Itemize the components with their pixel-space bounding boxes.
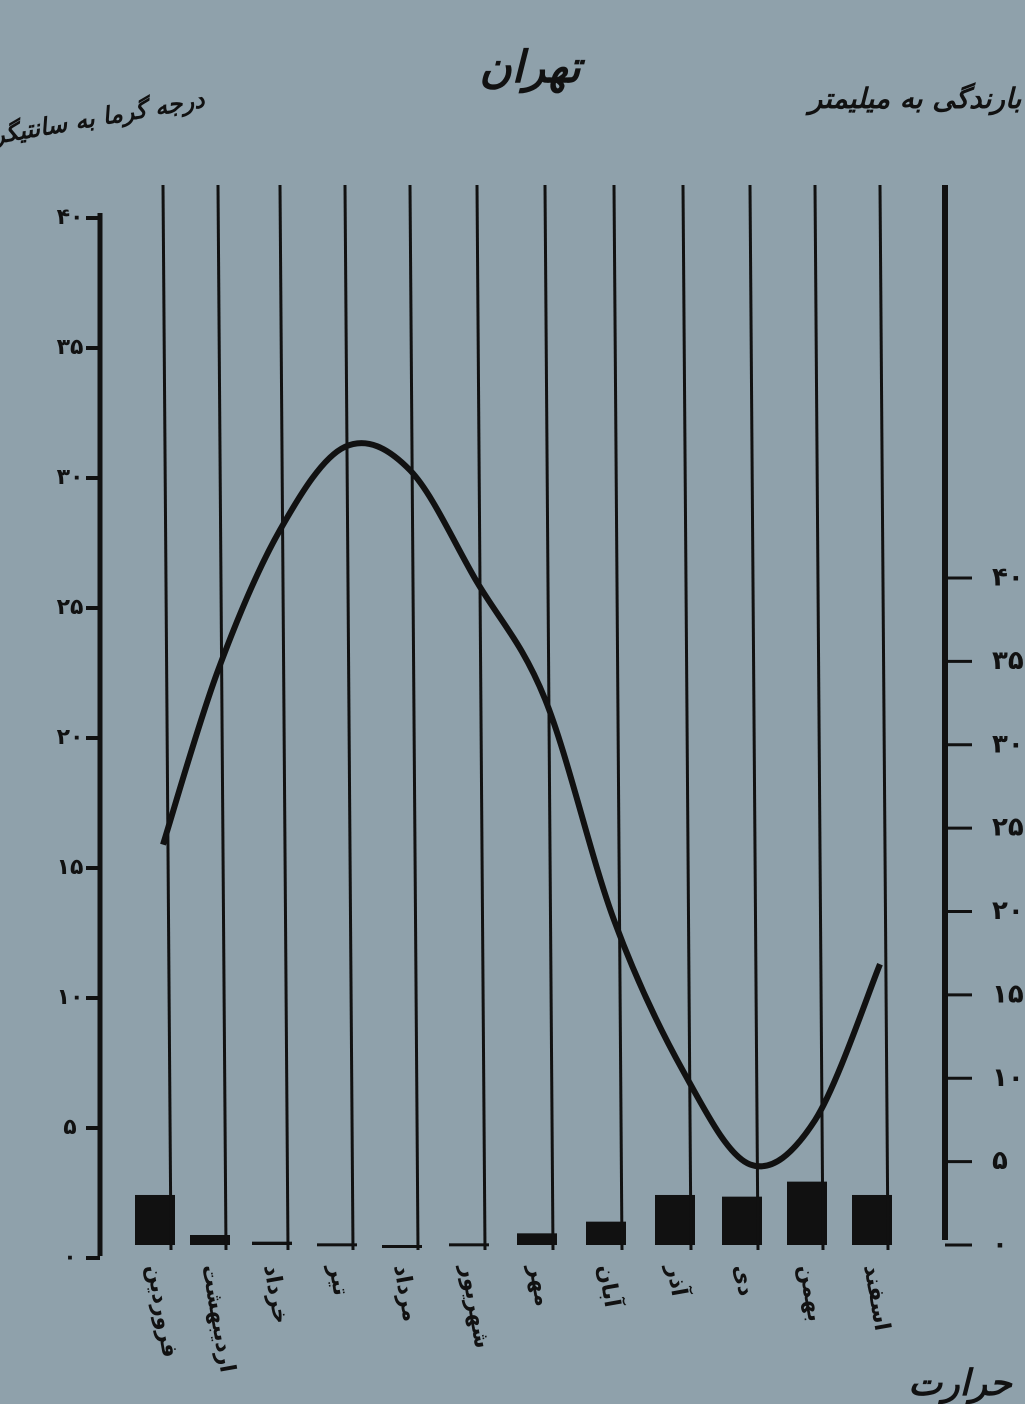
x-tick-label: تیر	[323, 1262, 353, 1298]
bar	[449, 1243, 489, 1247]
bar	[586, 1221, 626, 1245]
y-tick-label: ۳۰	[57, 465, 84, 490]
month-line	[878, 184, 890, 1251]
month-line	[813, 184, 825, 1251]
bar	[787, 1181, 827, 1245]
chart-title: تهران	[479, 42, 585, 94]
bar	[135, 1194, 175, 1245]
y2-tick-label: ۱۰	[992, 1063, 1024, 1093]
month-line	[475, 184, 487, 1251]
bar	[722, 1196, 762, 1245]
annotation: حرارت	[908, 1363, 1013, 1404]
month-line	[612, 184, 624, 1251]
y-tick-label: ۴۰	[57, 205, 84, 230]
y-tick-label: ۵	[63, 1115, 76, 1140]
bar	[382, 1245, 422, 1248]
y2-axis-label: بارندگی به میلیمتر	[805, 82, 1023, 116]
y2-tick-label: ۲۰	[992, 896, 1024, 926]
bar	[655, 1194, 695, 1245]
y2-tick-label: ۰	[992, 1230, 1008, 1260]
y2-tick-label: ۳۰	[992, 729, 1024, 759]
month-line	[408, 184, 420, 1251]
bar	[190, 1234, 230, 1245]
y2-tick-label: ۲۵	[992, 813, 1024, 843]
month-line	[748, 184, 760, 1251]
month-line	[161, 184, 173, 1251]
y2-tick-label: ۱۵	[992, 979, 1024, 1009]
y2-tick-label: ۵	[992, 1146, 1008, 1176]
month-line	[343, 184, 355, 1251]
x-tick-label: دی	[728, 1263, 758, 1298]
y-tick-label: ۰	[63, 1245, 76, 1270]
y-tick-label: ۱۰	[57, 985, 84, 1010]
temperature-line	[160, 440, 883, 1170]
y-tick-label: ۲۰	[57, 725, 84, 750]
bar	[852, 1194, 892, 1245]
bar	[517, 1233, 557, 1245]
month-line	[681, 184, 693, 1251]
y-tick-label: ۱۵	[57, 855, 84, 880]
month-line	[278, 184, 290, 1251]
month-line	[216, 184, 228, 1251]
bar	[317, 1243, 357, 1247]
y2-tick-label: ۳۵	[992, 646, 1024, 676]
bar	[252, 1241, 292, 1245]
y-tick-label: ۳۵	[57, 335, 84, 360]
y2-tick-label: ۴۰	[992, 563, 1024, 593]
y-tick-label: ۲۵	[57, 595, 84, 620]
